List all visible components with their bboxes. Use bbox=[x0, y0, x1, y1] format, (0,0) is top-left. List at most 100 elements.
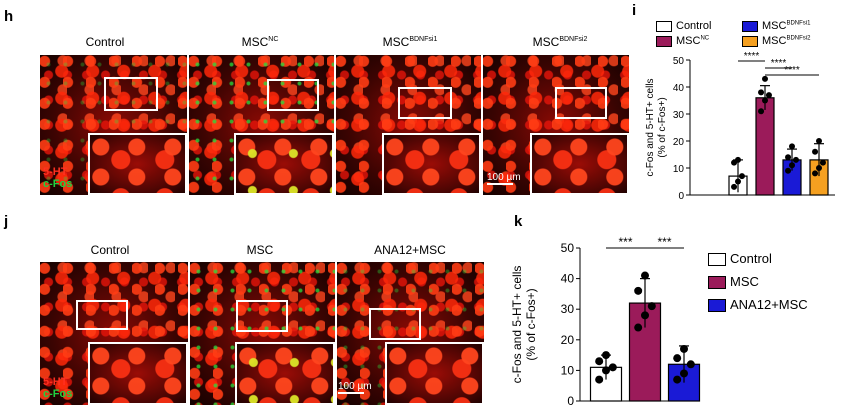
stain-legend: 5-HT c-Fos bbox=[43, 166, 73, 190]
data-point bbox=[608, 363, 617, 372]
significance-label: *** bbox=[618, 236, 632, 249]
data-point bbox=[602, 366, 610, 375]
h-col-label-2: MSCNC bbox=[241, 35, 279, 49]
panel-letter-j: j bbox=[4, 213, 9, 230]
j-micrograph-msc bbox=[190, 262, 335, 405]
swatch bbox=[708, 253, 726, 267]
data-point bbox=[758, 89, 765, 96]
data-point bbox=[785, 167, 792, 174]
stain-legend: 5-HT c-Fos bbox=[43, 376, 73, 400]
inset-zoom bbox=[385, 342, 484, 405]
j-micrograph-control: 5-HT c-Fos bbox=[40, 262, 188, 405]
data-point bbox=[789, 162, 795, 169]
y-tick-label: 30 bbox=[561, 302, 575, 316]
y-axis-title: c-Fos and 5-HT+ cells bbox=[510, 266, 524, 384]
data-point bbox=[731, 183, 738, 190]
data-point bbox=[673, 375, 682, 384]
i-legend-msc-bdnfsi2: MSCBDNFsi2 bbox=[742, 35, 810, 47]
y-axis-title: c-Fos and 5-HT+ cells bbox=[645, 78, 656, 176]
k-legend-ana12-msc: ANA12+MSC bbox=[708, 297, 808, 313]
swatch bbox=[708, 299, 726, 313]
data-point bbox=[758, 108, 765, 115]
data-point bbox=[641, 311, 649, 320]
y-tick-label: 0 bbox=[678, 191, 684, 200]
data-point bbox=[735, 156, 741, 163]
y-tick-label: 50 bbox=[673, 56, 685, 67]
roi-box bbox=[369, 308, 421, 340]
data-point bbox=[595, 375, 604, 384]
roi-box bbox=[104, 77, 158, 111]
data-point bbox=[785, 154, 792, 161]
inset-zoom bbox=[382, 133, 481, 195]
h-col-label-1: Control bbox=[85, 35, 125, 49]
inset-zoom bbox=[234, 133, 334, 195]
i-legend-msc-bdnfsi1: MSCBDNFsi1 bbox=[742, 20, 810, 32]
inset-zoom bbox=[530, 133, 629, 195]
data-point bbox=[634, 286, 643, 295]
panel-letter-h: h bbox=[4, 8, 14, 25]
j-scalebar: 100 µm bbox=[338, 381, 372, 394]
data-point bbox=[602, 351, 610, 360]
k-legend-control: Control bbox=[708, 251, 772, 267]
significance-label: **** bbox=[771, 58, 787, 69]
h-micrograph-msc-bdnfsi2 bbox=[483, 55, 629, 195]
y-tick-label: 30 bbox=[673, 110, 685, 121]
k-legend-msc: MSC bbox=[708, 274, 759, 290]
data-point bbox=[812, 170, 819, 177]
panel-letter-i: i bbox=[632, 2, 637, 19]
j-col-label-2: MSC bbox=[246, 243, 274, 257]
data-point bbox=[680, 369, 688, 378]
y-tick-label: 10 bbox=[561, 363, 575, 377]
h-col-label-3: MSCBDNFsi1 bbox=[382, 35, 438, 49]
data-point bbox=[816, 165, 822, 171]
data-point bbox=[641, 271, 649, 280]
data-point bbox=[595, 357, 604, 366]
data-point bbox=[680, 344, 688, 353]
roi-box bbox=[236, 300, 288, 332]
data-point bbox=[762, 75, 768, 82]
data-point bbox=[738, 173, 745, 180]
significance-label: **** bbox=[744, 51, 760, 62]
swatch bbox=[656, 35, 672, 47]
inset-zoom bbox=[88, 133, 187, 195]
swatch bbox=[708, 276, 726, 290]
j-micrograph-ana12-msc bbox=[337, 262, 484, 405]
data-point bbox=[735, 178, 741, 185]
y-tick-label: 0 bbox=[567, 394, 574, 408]
chart-i: 0 10 20 30 40 50 c-Fos and 5-HT+ cells (% of c-… bbox=[645, 51, 835, 200]
data-point bbox=[812, 148, 819, 155]
h-micrograph-msc-bdnfsi1 bbox=[336, 55, 481, 195]
h-scalebar: 100 µm bbox=[487, 172, 521, 185]
data-point bbox=[792, 156, 799, 163]
y-tick-label: 20 bbox=[561, 333, 575, 347]
roi-box bbox=[76, 300, 128, 330]
y-tick-label: 40 bbox=[673, 83, 685, 94]
y-axis-title-sub: (% of c-Fos+) bbox=[524, 288, 538, 360]
h-col-label-4: MSCBDNFsi2 bbox=[532, 35, 588, 49]
roi-box bbox=[555, 87, 607, 119]
data-point bbox=[673, 354, 682, 363]
panel-letter-k: k bbox=[514, 213, 523, 230]
y-tick-label: 50 bbox=[561, 241, 575, 255]
roi-box bbox=[398, 87, 452, 119]
data-point bbox=[634, 323, 643, 332]
y-tick-label: 10 bbox=[673, 164, 685, 175]
i-legend-control: Control bbox=[656, 20, 711, 32]
data-point bbox=[819, 159, 826, 166]
inset-zoom bbox=[235, 342, 335, 405]
data-point bbox=[686, 360, 695, 369]
swatch bbox=[656, 20, 672, 32]
data-point bbox=[647, 302, 656, 311]
inset-zoom bbox=[88, 342, 188, 405]
data-point bbox=[765, 92, 772, 99]
h-micrograph-msc-nc bbox=[189, 55, 334, 195]
y-tick-label: 20 bbox=[673, 137, 685, 148]
data-point bbox=[762, 97, 768, 104]
y-tick-label: 40 bbox=[561, 272, 575, 286]
roi-box bbox=[267, 79, 319, 111]
swatch bbox=[742, 20, 758, 32]
chart-k: 0 10 20 30 40 50 c-Fos and 5-HT+ cells (% of c-… bbox=[510, 236, 701, 408]
h-micrograph-control: 5-HT c-Fos bbox=[40, 55, 187, 195]
j-col-label-3: ANA12+MSC bbox=[374, 243, 446, 257]
swatch bbox=[742, 35, 758, 47]
